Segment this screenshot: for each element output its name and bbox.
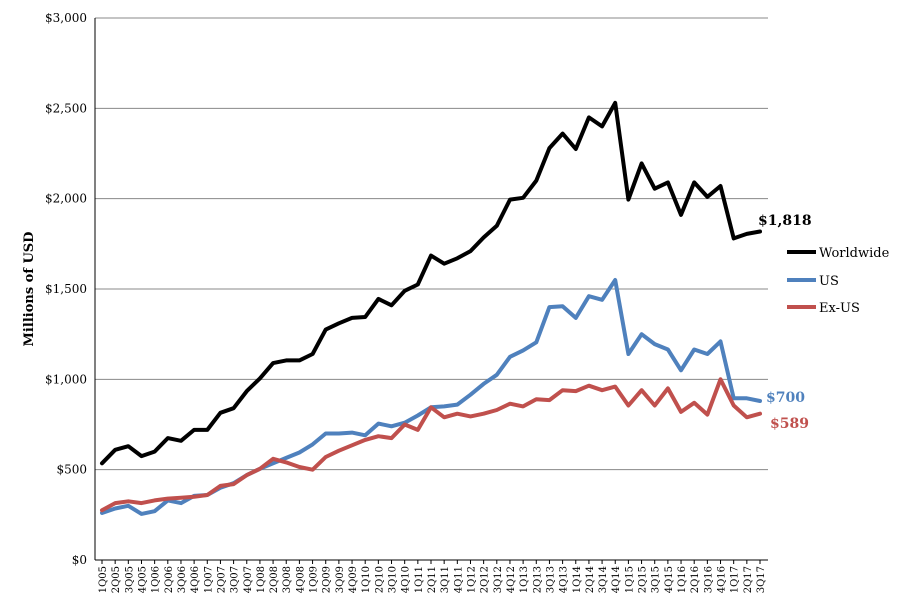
x-tick-label: 2Q15 (638, 566, 649, 593)
x-tick-label: 4Q09 (348, 566, 359, 593)
y-tick-label: $2,000 (45, 192, 87, 206)
x-tick-label: 3Q13 (545, 566, 556, 593)
end-label-us: $700 (766, 390, 805, 406)
x-tick-label: 2Q17 (743, 566, 754, 593)
x-tick-label: 4Q12 (506, 566, 517, 593)
legend-label: Worldwide (819, 246, 890, 261)
x-tick-label: 4Q05 (137, 566, 148, 593)
x-tick-label: 4Q10 (401, 566, 412, 593)
x-tick-label: 3Q17 (756, 566, 767, 593)
x-tick-label: 2Q07 (216, 566, 227, 593)
y-tick-label: $500 (56, 463, 87, 477)
end-labels: $1,818 $700 $589 (758, 213, 812, 432)
series-lines (102, 103, 760, 514)
y-tick-label: $1,500 (45, 282, 87, 296)
y-axis-label: Millions of USD (22, 232, 37, 347)
x-tick-label: 3Q14 (598, 566, 609, 593)
x-tick-label: 4Q15 (664, 566, 675, 593)
x-tick-label: 4Q06 (190, 566, 201, 593)
end-label-worldwide: $1,818 (758, 213, 812, 229)
x-tick-label: 3Q11 (440, 566, 451, 593)
x-tick-label: 2Q08 (269, 566, 280, 593)
x-tick-label: 3Q10 (388, 566, 399, 593)
x-tick-label: 2Q06 (164, 566, 175, 593)
x-tick-label: 1Q09 (309, 566, 320, 593)
x-tick-label: 2Q13 (532, 566, 543, 593)
x-tick-label: 3Q08 (282, 566, 293, 593)
y-tick-label: $3,000 (45, 11, 87, 25)
x-tick-label: 3Q06 (177, 566, 188, 593)
x-tick-label: 4Q11 (453, 566, 464, 593)
x-tick-label: 4Q07 (243, 566, 254, 593)
x-tick-label: 4Q16 (717, 566, 728, 593)
x-tick-label: 3Q16 (703, 566, 714, 593)
x-tick-label: 2Q10 (374, 566, 385, 593)
x-tick-label: 3Q05 (124, 566, 135, 593)
x-tick-label: 3Q09 (335, 566, 346, 593)
x-tick-label: 2Q05 (111, 566, 122, 593)
x-tick-label: 1Q14 (572, 566, 583, 593)
series-line-ex-us (102, 379, 760, 510)
x-tick-label: 1Q17 (730, 566, 741, 593)
x-tick-label: 3Q07 (230, 566, 241, 593)
x-tick-label: 1Q12 (466, 566, 477, 593)
x-tick-label: 1Q06 (151, 566, 162, 593)
x-tick-label: 2Q16 (690, 566, 701, 593)
x-tick-label: 3Q15 (651, 566, 662, 593)
x-tick-label: 2Q14 (585, 566, 596, 593)
x-tick-label: 1Q07 (203, 566, 214, 593)
x-tick-label: 4Q08 (295, 566, 306, 593)
y-tick-labels: $0 $500 $1,000 $1,500 $2,000 $2,500 $3,000 (45, 11, 87, 567)
x-tick-label: 3Q12 (493, 566, 504, 593)
x-tick-label: 2Q09 (322, 566, 333, 593)
legend: Worldwide US Ex-US (787, 246, 890, 316)
x-tick-label: 1Q13 (519, 566, 530, 593)
x-tick-label: 1Q10 (361, 566, 372, 593)
gridlines (95, 18, 768, 470)
x-tick-label: 1Q16 (677, 566, 688, 593)
x-tick-label: 2Q12 (480, 566, 491, 593)
legend-label: Ex-US (819, 301, 860, 316)
legend-label: US (819, 274, 839, 289)
x-tick-label: 4Q13 (559, 566, 570, 593)
x-tick-label: 1Q15 (624, 566, 635, 593)
x-tick-label: 1Q05 (98, 566, 109, 593)
x-tick-label: 1Q11 (414, 566, 425, 593)
x-tick-label: 1Q08 (256, 566, 267, 593)
y-tick-label: $1,000 (45, 372, 87, 386)
y-tick-label: $0 (72, 553, 87, 567)
end-label-ex-us: $589 (770, 416, 809, 432)
y-tick-label: $2,500 (45, 101, 87, 115)
x-tick-label: 4Q14 (611, 566, 622, 593)
x-tick-label: 2Q11 (427, 566, 438, 593)
